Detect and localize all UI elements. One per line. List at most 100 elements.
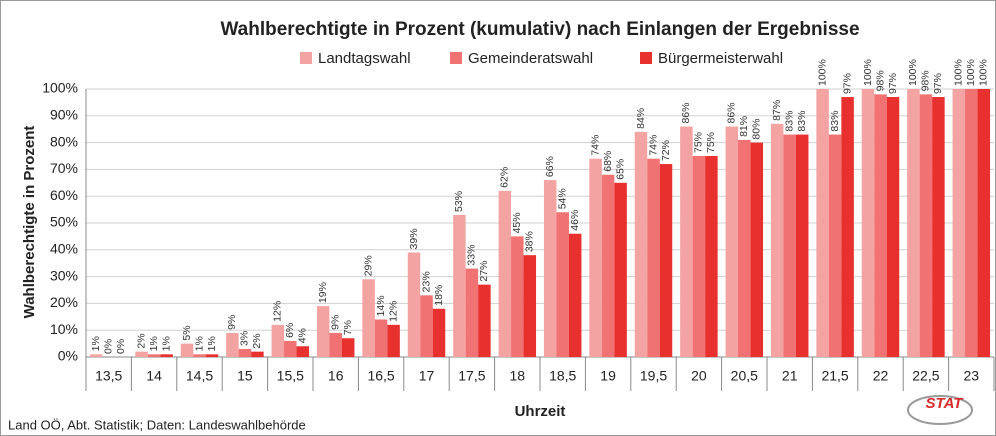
legend-swatch — [300, 52, 312, 64]
data-label: 81% — [738, 116, 750, 137]
data-label: 83% — [783, 111, 795, 132]
data-label: 2% — [135, 333, 147, 348]
bar — [705, 156, 718, 357]
bar — [226, 332, 239, 357]
x-tick-label: 17 — [419, 368, 435, 384]
data-label: 75% — [693, 132, 705, 153]
data-label: 84% — [635, 108, 647, 129]
y-tick-label: 40% — [50, 241, 78, 257]
bar — [147, 354, 161, 357]
bar — [453, 214, 466, 357]
data-label: 46% — [569, 210, 581, 231]
data-label: 100% — [965, 59, 977, 86]
legend-label: Landtagswahl — [318, 50, 411, 67]
bar — [738, 139, 751, 357]
x-tick-label: 19 — [600, 368, 616, 384]
data-label: 9% — [329, 315, 341, 330]
data-label: 5% — [181, 325, 193, 340]
bar — [783, 134, 796, 357]
bar — [407, 252, 421, 357]
logo-text: STAT — [926, 395, 965, 412]
bar — [238, 348, 252, 357]
x-tick-label: 19,5 — [640, 368, 667, 384]
data-label: 72% — [660, 140, 672, 161]
x-axis-title: Uhrzeit — [515, 403, 566, 420]
data-label: 18% — [433, 285, 445, 306]
x-tick-label: 15 — [237, 368, 253, 384]
data-label: 66% — [544, 156, 556, 177]
x-tick-label: 16 — [328, 368, 344, 384]
bar — [841, 97, 854, 357]
bar — [362, 279, 375, 357]
bar — [478, 284, 491, 357]
bar — [874, 94, 887, 358]
bar — [750, 142, 764, 357]
x-tick-label: 15,5 — [277, 368, 304, 384]
bar — [770, 123, 784, 357]
chart-title: Wahlberechtigte in Prozent (kumulativ) n… — [220, 19, 859, 40]
data-label: 86% — [680, 103, 692, 124]
data-label: 97% — [841, 73, 853, 94]
legend-swatch — [640, 52, 652, 64]
data-label: 54% — [556, 188, 568, 209]
data-label: 100% — [953, 59, 965, 86]
bar — [614, 182, 627, 357]
data-label: 97% — [932, 73, 944, 94]
y-tick-label: 30% — [50, 267, 78, 283]
x-tick-label: 23 — [964, 368, 980, 384]
data-label: 100% — [978, 59, 990, 86]
x-tick-label: 20 — [691, 368, 707, 384]
y-tick-label: 60% — [50, 187, 78, 203]
data-label: 98% — [874, 70, 886, 91]
bar — [952, 89, 966, 357]
bar — [329, 332, 342, 357]
x-tick-label: 18 — [510, 368, 526, 384]
data-label: 14% — [375, 295, 387, 316]
data-label: 2% — [251, 333, 263, 348]
data-label: 87% — [771, 100, 783, 121]
x-tick-label: 13,5 — [95, 368, 122, 384]
bar — [965, 89, 978, 357]
bar — [180, 343, 194, 357]
data-label: 23% — [420, 271, 432, 292]
y-tick-label: 50% — [50, 214, 78, 230]
bar — [160, 354, 173, 357]
bar — [432, 308, 446, 357]
data-label: 33% — [466, 245, 478, 266]
data-label: 62% — [499, 167, 511, 188]
y-tick-label: 70% — [50, 160, 78, 176]
bar — [680, 126, 693, 358]
data-label: 38% — [524, 231, 536, 252]
y-tick-label: 80% — [50, 133, 78, 149]
data-label: 86% — [726, 103, 738, 124]
data-label: 100% — [862, 59, 874, 86]
data-label: 80% — [751, 119, 763, 140]
bar — [543, 180, 557, 357]
bar — [511, 236, 524, 357]
logo-ring — [907, 395, 973, 425]
data-label: 74% — [647, 135, 659, 156]
data-label: 9% — [226, 315, 238, 330]
data-label: 0% — [102, 339, 114, 354]
bar — [465, 268, 479, 357]
bar — [374, 319, 388, 357]
bar — [977, 89, 991, 357]
x-tick-label: 17,5 — [458, 368, 485, 384]
bar — [568, 233, 582, 357]
data-label: 53% — [453, 191, 465, 212]
data-label: 83% — [829, 111, 841, 132]
data-label: 68% — [602, 151, 614, 172]
data-label: 27% — [478, 261, 490, 282]
bar — [498, 190, 512, 357]
x-tick-label: 20,5 — [731, 368, 758, 384]
x-tick-label: 14,5 — [186, 368, 213, 384]
y-tick-label: 0% — [58, 348, 78, 364]
y-tick-label: 10% — [50, 321, 78, 337]
data-label: 29% — [362, 255, 374, 276]
data-label: 1% — [193, 336, 205, 351]
bar — [589, 158, 602, 357]
bar — [251, 351, 264, 357]
data-label: 100% — [907, 59, 919, 86]
data-label: 74% — [589, 135, 601, 156]
bar — [816, 89, 829, 357]
